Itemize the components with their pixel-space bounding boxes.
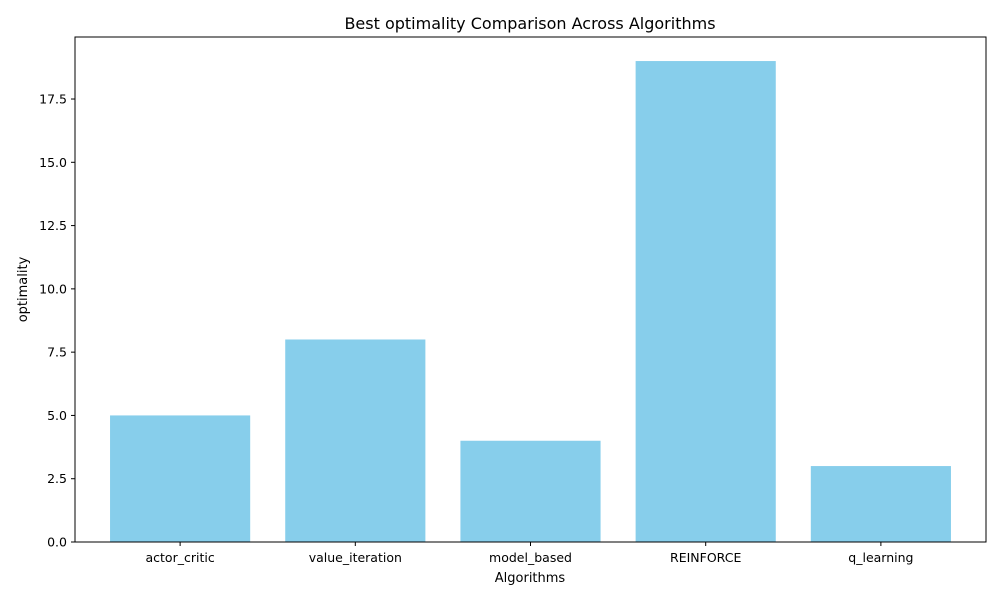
y-axis: 0.0 2.5 5.0 7.5 10.0 12.5 15.0 17.5 <box>39 92 75 550</box>
y-tick-label: 15.0 <box>39 155 67 170</box>
y-tick-label: 12.5 <box>39 218 67 233</box>
chart-title: Best optimality Comparison Across Algori… <box>344 14 715 33</box>
bar-q_learning <box>811 466 951 542</box>
bar-value_iteration <box>285 339 425 542</box>
y-tick-label: 2.5 <box>47 471 67 486</box>
bar-model_based <box>460 441 600 542</box>
y-tick-label: 7.5 <box>47 345 67 360</box>
x-tick-label: model_based <box>489 550 572 565</box>
bars-group <box>110 61 951 542</box>
x-tick-label: q_learning <box>848 550 913 565</box>
x-axis-label: Algorithms <box>495 571 566 586</box>
x-axis: actor_critic value_iteration model_based RE… <box>146 542 914 565</box>
y-tick-label: 10.0 <box>39 281 67 296</box>
bar-actor_critic <box>110 415 250 542</box>
y-axis-label: optimality <box>16 256 31 322</box>
y-tick-label: 17.5 <box>39 92 67 107</box>
y-tick-label: 5.0 <box>47 408 67 423</box>
bar-REINFORCE <box>636 61 776 542</box>
x-tick-label: actor_critic <box>146 550 215 565</box>
x-tick-label: value_iteration <box>309 550 402 565</box>
y-tick-label: 0.0 <box>47 535 67 550</box>
x-tick-label: REINFORCE <box>670 550 741 565</box>
